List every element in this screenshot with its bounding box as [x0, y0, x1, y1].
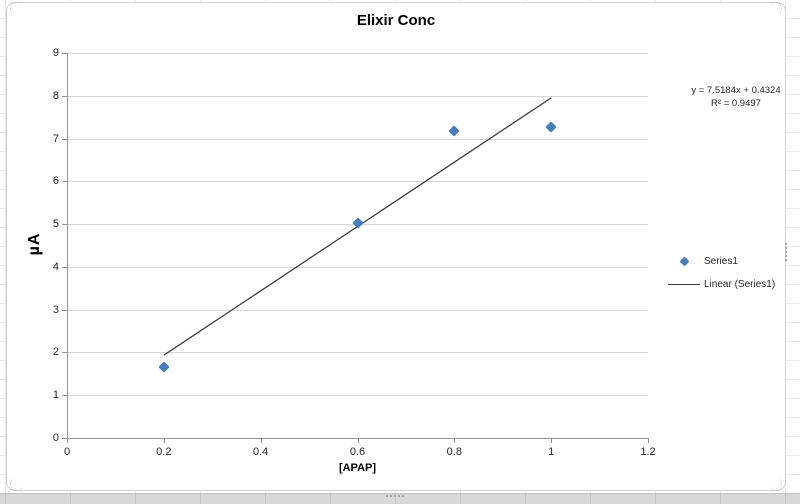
- major-gridline: [68, 352, 648, 354]
- x-axis-title[interactable]: [APAP]: [338, 462, 377, 474]
- trendline[interactable]: [67, 53, 648, 438]
- y-tick-label: 0: [52, 432, 59, 444]
- spreadsheet-bottom-row: [0, 493, 800, 504]
- major-gridline: [68, 95, 648, 97]
- plot-area[interactable]: 0 1 2 3 4 5 6 7 8 9 0 0.2 0.4 0.6 0.8 1 1.2: [53, 47, 656, 458]
- x-axis-tick: [67, 439, 68, 443]
- x-tick-label: 0.2: [156, 446, 172, 458]
- y-axis-tick: [62, 181, 67, 183]
- y-axis-tick: [62, 309, 67, 311]
- y-axis-line: [67, 53, 68, 439]
- chart-resize-handle-bottom-right[interactable]: [769, 478, 782, 491]
- y-axis-title[interactable]: µA: [26, 232, 43, 256]
- x-axis-line: [67, 438, 649, 439]
- chart-resize-handle-top-left[interactable]: [10, 2, 23, 15]
- y-tick-label: 4: [52, 260, 59, 273]
- trendline-equation-text: y = 7.5184x + 0.4324: [691, 85, 781, 96]
- y-tick-label: 8: [52, 89, 59, 102]
- y-tick-label: 6: [52, 175, 59, 188]
- y-tick-label: 2: [52, 346, 59, 359]
- major-gridline: [68, 138, 648, 140]
- y-tick-label: 7: [52, 132, 59, 145]
- legend-entry[interactable]: Series1: [668, 250, 775, 273]
- x-axis-tick: [357, 439, 359, 443]
- major-gridline: [68, 181, 648, 183]
- trendline-rsquared-text: R² = 0.9497: [711, 98, 761, 109]
- chart-resize-handle-bottom[interactable]: [386, 495, 404, 497]
- y-axis-tick: [62, 438, 67, 439]
- diamond-marker: [679, 256, 689, 267]
- major-gridline: [68, 266, 648, 268]
- legend-line-icon: [668, 284, 700, 285]
- x-axis-tick: [260, 439, 262, 443]
- legend-entry[interactable]: Linear (Series1): [668, 273, 775, 296]
- x-tick-label: 0.8: [446, 446, 462, 458]
- legend[interactable]: Series1 Linear (Series1): [668, 250, 775, 296]
- x-axis-tick: [551, 439, 553, 443]
- line-marker: [668, 284, 700, 285]
- legend-diamond-icon: [668, 256, 700, 267]
- x-axis-tick: [163, 439, 165, 443]
- chart-title[interactable]: Elixir Conc: [356, 12, 436, 29]
- y-axis-tick: [62, 395, 67, 397]
- x-tick-label: 1: [548, 446, 555, 458]
- chart-object[interactable]: Elixir Conc 0 1 2 3 4 5 6 7 8 9 0 0.2 0.4 0.6 0.8 1 1.2 …: [6, 2, 786, 491]
- legend-label: Series1: [704, 256, 738, 267]
- x-axis-tick: [648, 439, 649, 443]
- x-axis-tick: [454, 439, 456, 443]
- major-gridline: [68, 395, 648, 397]
- major-gridline: [68, 309, 648, 311]
- y-axis-tick: [62, 352, 67, 354]
- y-axis-tick: [62, 266, 67, 268]
- chart-resize-handle-right[interactable]: [785, 243, 787, 261]
- x-tick-label: 1.2: [640, 446, 656, 458]
- chart-resize-handle-top-right[interactable]: [769, 2, 782, 15]
- legend-label: Linear (Series1): [704, 279, 776, 290]
- y-tick-label: 9: [52, 47, 59, 59]
- x-tick-label: 0: [63, 446, 71, 458]
- y-tick-label: 5: [52, 218, 59, 231]
- chart-resize-handle-bottom-left[interactable]: [10, 478, 23, 491]
- x-tick-label: 0.6: [349, 446, 366, 458]
- y-axis-tick: [62, 95, 67, 97]
- y-tick-label: 3: [52, 303, 59, 316]
- y-axis-tick: [62, 138, 67, 140]
- y-tick-label: 1: [52, 389, 59, 402]
- y-axis-tick: [62, 224, 67, 226]
- trendline-equation-label[interactable]: y = 7.5184x + 0.4324 R² = 0.9497: [661, 84, 800, 110]
- major-gridline: [68, 53, 648, 54]
- y-axis-tick: [62, 53, 67, 54]
- x-tick-label: 0.4: [253, 446, 269, 458]
